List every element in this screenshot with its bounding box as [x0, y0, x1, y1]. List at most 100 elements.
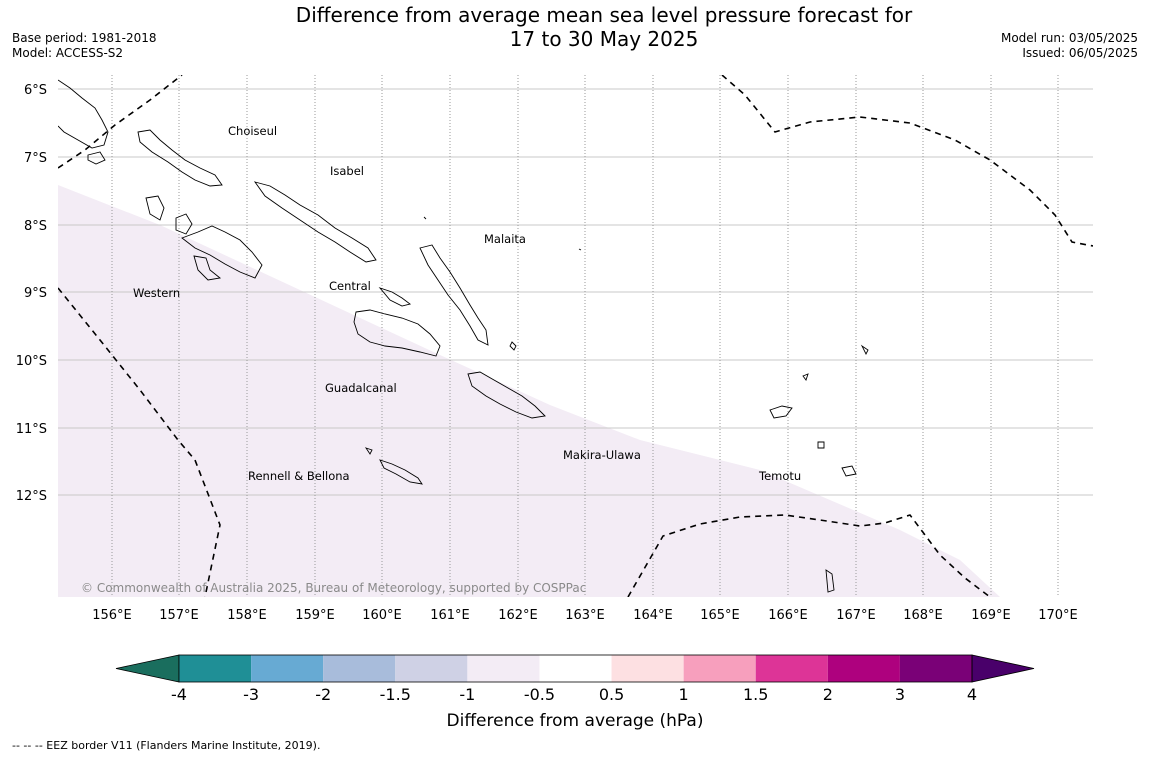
colorbar-tick-label: 0.5 [599, 685, 624, 704]
colorbar-segment [467, 655, 540, 682]
colorbar-tick-label: -4 [171, 685, 187, 704]
lat-gridlines [58, 88, 1093, 496]
colorbar-tick-label: 3 [895, 685, 905, 704]
region-label-malaita: Malaita [484, 232, 526, 246]
issued-date: Issued: 06/05/2025 [1022, 46, 1138, 60]
region-label-rennell: Rennell & Bellona [248, 469, 350, 483]
colorbar-segment [683, 655, 756, 682]
colorbar-extend-high [971, 654, 1035, 683]
lon-label: 167°E [836, 608, 876, 623]
base-period: Base period: 1981-2018 [12, 31, 157, 45]
lon-gridlines [111, 75, 1059, 597]
lat-label: 8°S [24, 219, 47, 234]
lat-label: 12°S [16, 489, 47, 504]
colorbar-tick-label: -0.5 [524, 685, 555, 704]
utupua-island [817, 441, 825, 449]
colorbar-frame [178, 654, 973, 683]
region-label-central: Central [329, 279, 371, 293]
region-label-isabel: Isabel [330, 164, 364, 178]
region-label-guadalcanal: Guadalcanal [325, 381, 397, 395]
duff-islands [860, 344, 869, 356]
colorbar-segment [251, 655, 324, 682]
colorbar-extend-low [115, 654, 180, 683]
lon-label: 157°E [159, 608, 199, 623]
lon-label: 162°E [498, 608, 538, 623]
lon-label: 159°E [295, 608, 335, 623]
eez-border-north [58, 75, 183, 169]
lon-label: 168°E [903, 608, 943, 623]
colorbar-tick-label: -1.5 [380, 685, 411, 704]
region-label-temotu: Temotu [758, 469, 801, 483]
colorbar [115, 654, 1035, 683]
colorbar-tick-label: -1 [459, 685, 475, 704]
lat-label: 7°S [24, 151, 47, 166]
lon-label: 160°E [362, 608, 402, 623]
colorbar-segment [539, 655, 612, 682]
isabel-island [253, 181, 377, 263]
colorbar-segment [611, 655, 684, 682]
colorbar-tick-label: 2 [823, 685, 833, 704]
colorbar-segment [827, 655, 900, 682]
malaita-island [419, 244, 489, 346]
region-label-makira: Makira-Ulawa [563, 448, 641, 462]
bellona-island [364, 447, 373, 455]
reef-islands [802, 373, 809, 381]
colorbar-tick-label: 1 [679, 685, 689, 704]
eez-borders [58, 75, 1093, 597]
lon-label: 156°E [92, 608, 132, 623]
anomaly-shading [58, 185, 1000, 597]
lon-label: 165°E [700, 608, 740, 623]
lat-labels: 6°S 7°S 8°S 9°S 10°S 11°S 12°S [16, 83, 47, 504]
anomaly-layer [58, 185, 1000, 597]
new-georgia-island [181, 225, 263, 279]
region-label-choiseul: Choiseul [228, 124, 277, 138]
sikaiana-atoll [578, 248, 582, 251]
lon-label: 170°E [1038, 608, 1078, 623]
shortland-island [87, 151, 106, 165]
ulawa-island [509, 341, 517, 351]
map-title: Difference from average mean sea level p… [0, 3, 1150, 51]
lon-label: 158°E [227, 608, 267, 623]
lon-labels: 156°E 157°E 158°E 159°E 160°E 161°E 162°… [92, 608, 1078, 623]
region-label-western: Western [133, 286, 180, 300]
colorbar-tick-label: -2 [315, 685, 331, 704]
santa-cruz-island [769, 405, 793, 419]
lat-label: 6°S [24, 83, 47, 98]
copyright-notice: © Commonwealth of Australia 2025, Bureau… [81, 581, 586, 595]
vella-lavella-island [145, 195, 165, 221]
lon-label: 169°E [971, 608, 1011, 623]
lat-label: 11°S [16, 422, 47, 437]
model-name: Model: ACCESS-S2 [12, 46, 124, 60]
colorbar-segment [179, 655, 252, 682]
eez-border-east [721, 75, 1093, 247]
region-labels: Choiseul Isabel Malaita Western Central … [133, 124, 801, 483]
colorbar-segment [755, 655, 828, 682]
guadalcanal-island [353, 309, 441, 357]
vanikoro-island [841, 465, 857, 477]
title-line-1: Difference from average mean sea level p… [295, 3, 913, 27]
model-run: Model run: 03/05/2025 [1000, 31, 1138, 45]
colorbar-tick-label: 1.5 [743, 685, 768, 704]
colorbar-segment [395, 655, 468, 682]
choiseul-island [137, 129, 223, 187]
lat-label: 10°S [16, 354, 47, 369]
rendova-island [193, 255, 222, 281]
tikopia-island [825, 569, 835, 593]
coastlines [58, 79, 869, 593]
colorbar-tick-label: 4 [967, 685, 977, 704]
florida-islands [378, 287, 412, 307]
bougainville-coast [58, 79, 109, 149]
colorbar-segment [323, 655, 396, 682]
kolombangara-island [175, 213, 193, 235]
rennell-island [379, 459, 423, 485]
lon-label: 163°E [565, 608, 605, 623]
colorbar-title: Difference from average (hPa) [447, 711, 704, 731]
colorbar-segment [899, 655, 972, 682]
eez-border-west [58, 287, 221, 597]
ontong-java-atoll [423, 216, 427, 220]
lon-label: 166°E [768, 608, 808, 623]
meta-right: Model run: 03/05/2025 Issued: 06/05/2025 [1001, 31, 1138, 61]
title-line-2: 17 to 30 May 2025 [509, 27, 699, 51]
colorbar-labels: -4 -3 -2 -1.5 -1 -0.5 0.5 1 1.5 2 3 4 [171, 685, 977, 704]
